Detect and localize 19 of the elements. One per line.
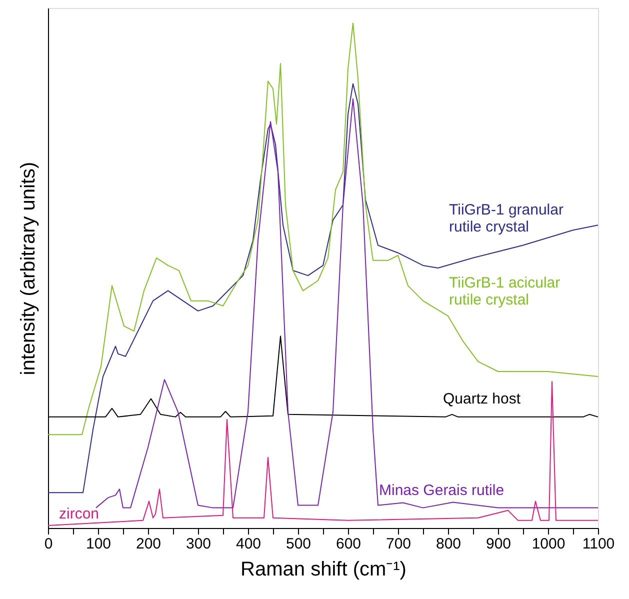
y-axis-title: intensity (arbitrary units) (18, 162, 40, 376)
series-label: zircon (59, 505, 100, 522)
x-tick-label: 800 (436, 536, 462, 552)
x-axis-title: Raman shift (cm⁻¹) (240, 558, 406, 580)
x-tick-label: 200 (136, 536, 162, 552)
series-label: Quartz host (443, 390, 522, 408)
x-tick-label: 500 (286, 536, 312, 552)
series-label: TiiGrB-1 acicular rutile crystal (449, 274, 560, 309)
x-tick-label: 0 (44, 536, 53, 552)
x-tick-label: 900 (486, 536, 512, 552)
series-label: Minas Gerais rutile (379, 482, 504, 500)
x-tick-label: 400 (236, 536, 262, 552)
x-tick-label: 1000 (532, 536, 566, 552)
x-tick-label: 100 (86, 536, 112, 552)
x-tick-label: 600 (336, 536, 362, 552)
series-label: TiiGrB-1 granular rutile crystal (449, 201, 564, 236)
x-tick-label: 700 (386, 536, 412, 552)
x-tick-label: 300 (186, 536, 212, 552)
x-tick-label: 1100 (582, 536, 615, 552)
